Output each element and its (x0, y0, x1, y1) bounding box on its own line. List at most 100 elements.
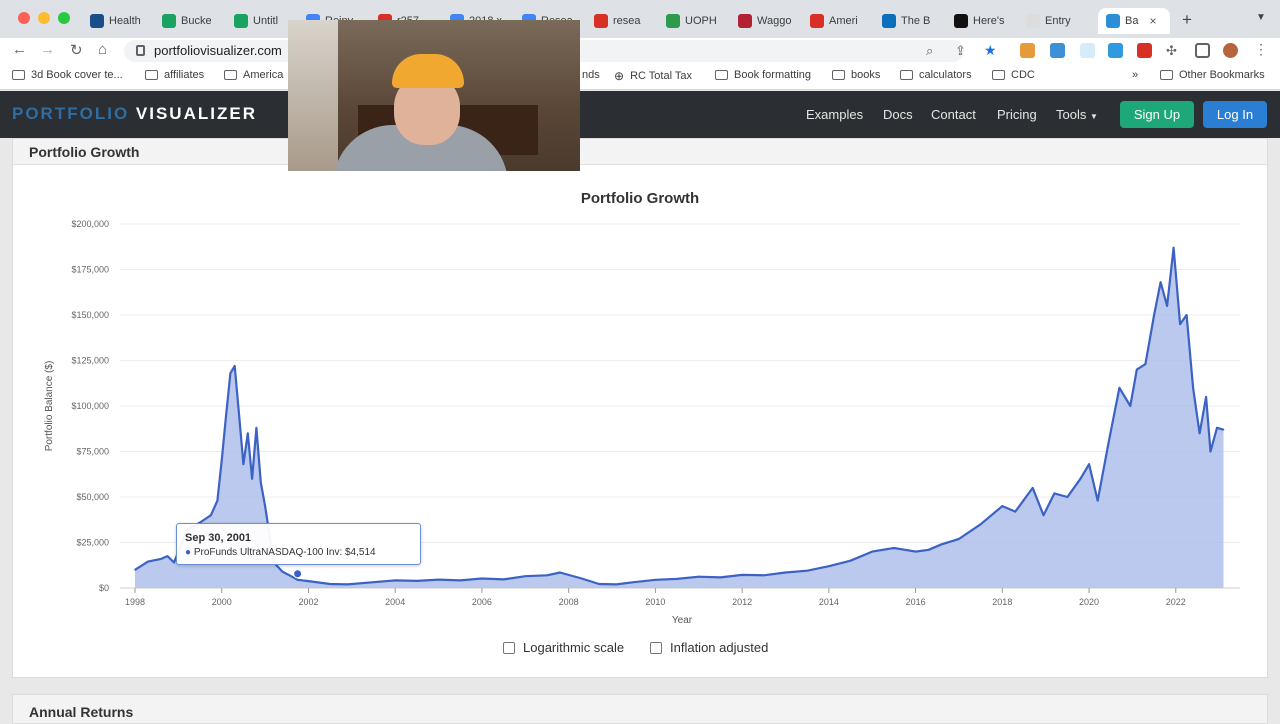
data-point[interactable] (238, 414, 240, 416)
zoom-icon[interactable]: ⌕ (926, 43, 934, 58)
data-point[interactable] (229, 372, 232, 375)
data-point[interactable] (394, 579, 396, 582)
data-point[interactable] (147, 560, 149, 563)
data-point[interactable] (1144, 363, 1147, 365)
other-bookmarks[interactable]: Other Bookmarks (1160, 69, 1265, 81)
browser-tab[interactable]: Health (90, 8, 156, 34)
data-point[interactable] (416, 580, 418, 582)
data-point[interactable] (1172, 246, 1175, 249)
data-point[interactable] (828, 565, 830, 567)
data-point[interactable] (1042, 514, 1045, 516)
nav-examples[interactable]: Examples (806, 107, 864, 122)
extension-icon-4[interactable] (1108, 43, 1123, 58)
data-point[interactable] (546, 574, 548, 577)
data-point[interactable] (763, 574, 765, 577)
bookmark-item[interactable]: calculators (900, 69, 972, 81)
data-point[interactable] (632, 581, 635, 583)
site-logo[interactable]: PORTFOLIO VISUALIZER (12, 104, 257, 123)
data-point[interactable] (958, 538, 960, 540)
nav-contact[interactable]: Contact (931, 107, 976, 122)
data-point[interactable] (346, 583, 349, 586)
browser-tab[interactable]: Untitl (234, 8, 300, 34)
share-icon[interactable]: ⇪ (955, 43, 966, 58)
data-point[interactable] (264, 505, 266, 507)
inflation-checkbox[interactable] (650, 641, 662, 654)
back-icon[interactable]: ← (12, 41, 27, 58)
data-point[interactable] (329, 583, 331, 585)
extension-icon-1[interactable] (1020, 43, 1035, 58)
data-point[interactable] (1001, 505, 1004, 507)
sign-up-button[interactable]: Sign Up (1120, 101, 1194, 128)
browser-tab[interactable]: Waggo (738, 8, 804, 34)
data-point[interactable] (160, 558, 162, 560)
data-point[interactable] (1153, 314, 1155, 316)
browser-tab[interactable]: The B (882, 8, 948, 34)
pdf-extension-icon[interactable] (1137, 43, 1152, 58)
data-point[interactable] (1192, 387, 1194, 389)
data-point[interactable] (719, 576, 722, 579)
data-point[interactable] (242, 463, 245, 466)
data-point[interactable] (220, 459, 223, 462)
data-point[interactable] (437, 578, 440, 581)
profile-avatar-icon[interactable] (1223, 43, 1238, 58)
puzzle-extensions-icon[interactable]: ✣ (1166, 43, 1177, 58)
data-point[interactable] (1079, 478, 1082, 480)
data-point[interactable] (296, 578, 299, 581)
menu-kebab-icon[interactable]: ⋮ (1254, 41, 1268, 57)
browser-tab[interactable]: UOPH (666, 8, 732, 34)
bookmark-item[interactable]: 3d Book cover te... (12, 69, 123, 81)
data-point[interactable] (1179, 323, 1181, 325)
extension-icon-3[interactable] (1080, 43, 1095, 58)
data-point[interactable] (166, 555, 169, 557)
bookmark-item[interactable]: America (224, 69, 283, 81)
browser-tab[interactable]: Bucke (162, 8, 228, 34)
data-point[interactable] (849, 559, 852, 562)
data-point[interactable] (580, 577, 583, 580)
nav-tools[interactable]: Tools ▼ (1056, 107, 1098, 122)
data-point[interactable] (1014, 510, 1017, 513)
log-scale-checkbox[interactable] (503, 641, 515, 654)
log-scale-option[interactable]: Logarithmic scale (503, 640, 624, 655)
new-tab-button[interactable]: + (1182, 10, 1192, 29)
data-point[interactable] (1185, 314, 1188, 316)
data-point[interactable] (225, 414, 227, 416)
data-point[interactable] (233, 365, 236, 367)
data-point[interactable] (559, 571, 561, 574)
bookmark-item[interactable]: nds (582, 69, 600, 81)
browser-tab[interactable]: resea (594, 8, 660, 34)
data-point[interactable] (1166, 305, 1168, 307)
browser-tab[interactable]: Ameri (810, 8, 876, 34)
data-point[interactable] (914, 550, 917, 553)
data-point[interactable] (1222, 428, 1225, 431)
data-point[interactable] (255, 427, 258, 429)
data-point[interactable] (1159, 281, 1162, 284)
data-point[interactable] (251, 478, 253, 480)
bookmark-star-icon[interactable]: ★ (984, 42, 997, 58)
data-point[interactable] (1031, 487, 1034, 489)
data-point[interactable] (372, 581, 375, 583)
data-point[interactable] (1135, 368, 1138, 371)
home-icon[interactable]: ⌂ (98, 41, 108, 58)
data-point[interactable] (524, 575, 527, 577)
data-point[interactable] (1096, 499, 1099, 502)
data-point[interactable] (598, 583, 600, 585)
bookmarks-overflow[interactable]: » (1132, 69, 1139, 81)
data-point[interactable] (1053, 492, 1056, 495)
data-point[interactable] (676, 578, 678, 580)
reload-icon[interactable]: ↻ (70, 42, 83, 59)
log-in-button[interactable]: Log In (1203, 101, 1267, 128)
data-point[interactable] (1198, 432, 1201, 435)
data-point[interactable] (1209, 450, 1212, 453)
inflation-option[interactable]: Inflation adjusted (650, 640, 768, 655)
data-point[interactable] (784, 571, 787, 574)
maximize-window-button[interactable] (58, 12, 70, 24)
data-point[interactable] (216, 499, 219, 502)
data-point[interactable] (173, 561, 175, 564)
data-point[interactable] (502, 578, 505, 581)
data-point[interactable] (246, 432, 249, 435)
data-point[interactable] (1129, 405, 1132, 407)
data-point[interactable] (654, 579, 657, 581)
data-point[interactable] (615, 583, 618, 586)
close-tab-icon[interactable]: × (1149, 14, 1157, 28)
data-point[interactable] (199, 521, 201, 524)
